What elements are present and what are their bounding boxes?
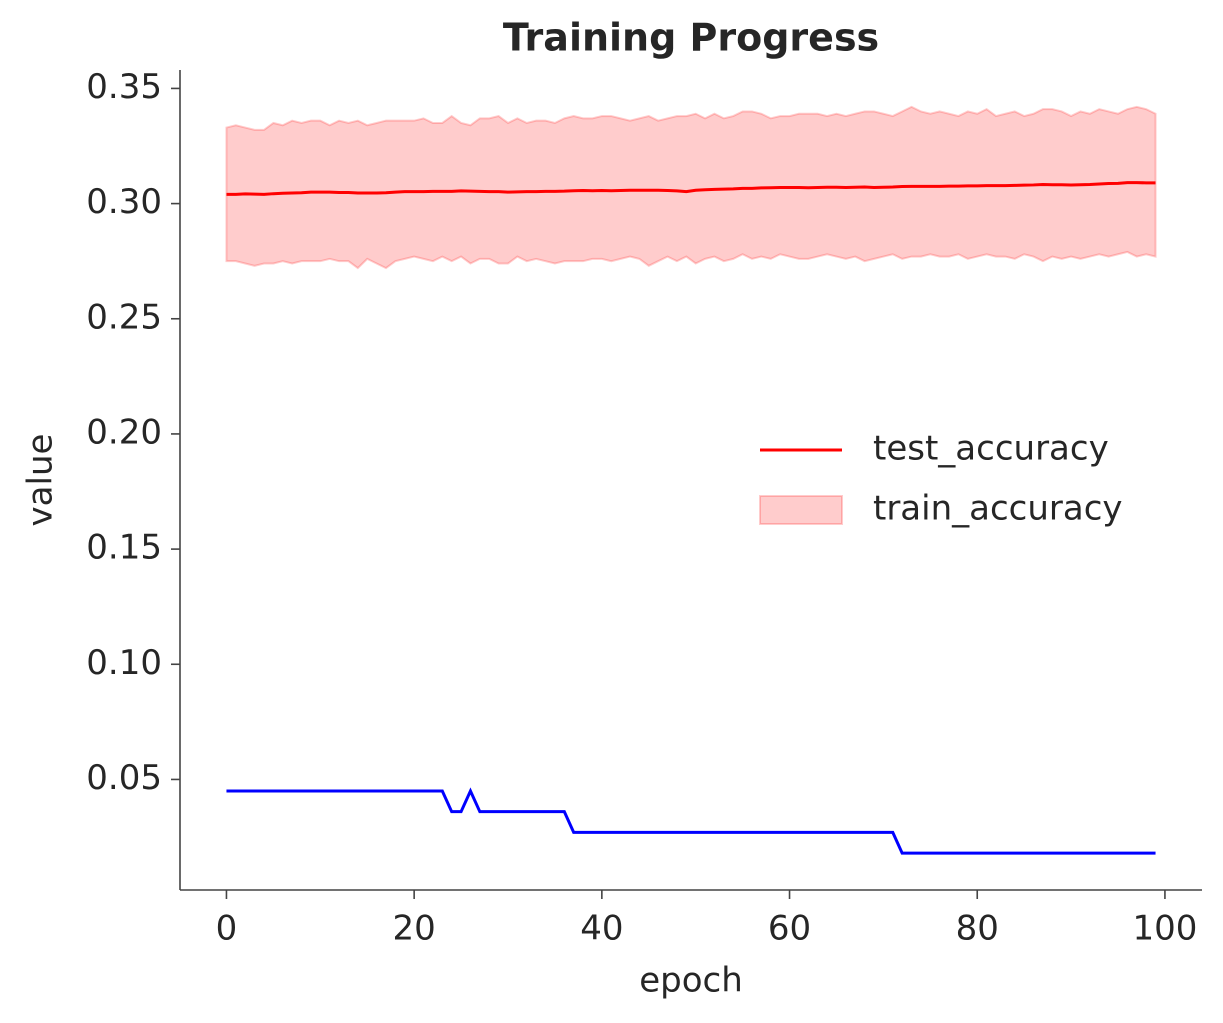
y-tick-label: 0.15 [86,528,162,568]
x-axis-label: epoch [639,961,743,1001]
y-tick-label: 0.30 [86,182,162,222]
x-tick-label: 40 [580,909,623,949]
y-tick-label: 0.05 [86,758,162,798]
x-tick-label: 20 [393,909,436,949]
x-tick-label: 80 [956,909,999,949]
band-area [225,105,1157,270]
line [226,181,1156,196]
y-tick-label: 0.10 [86,643,162,683]
y-tick-label: 0.25 [86,297,162,337]
x-tick-label: 100 [1132,909,1197,949]
chart-title: Training Progress [503,16,879,60]
y-tick-label: 0.20 [86,412,162,452]
y-tick-label: 0.35 [86,67,162,107]
y-axis-label: value [21,434,61,527]
legend-label: test_accuracy [873,429,1109,469]
legend-swatch [759,495,843,525]
x-tick-label: 0 [216,909,238,949]
legend-label: train_accuracy [873,489,1123,529]
x-tick-label: 60 [768,909,811,949]
line [226,787,1156,855]
